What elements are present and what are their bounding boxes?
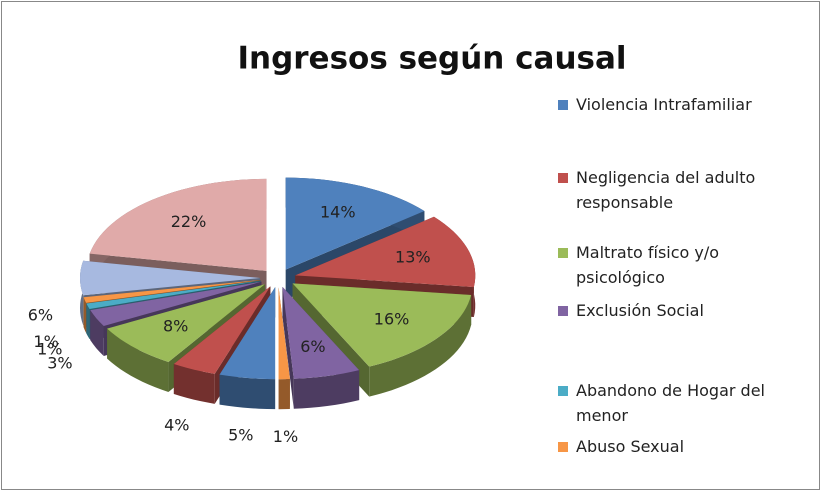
legend-label: Abandono de Hogar del menor (576, 381, 765, 425)
slice-top (83, 280, 261, 303)
data-label: 13% (395, 247, 431, 266)
slice-wall (278, 379, 290, 410)
data-label: 1% (37, 339, 62, 358)
slice-wall (369, 294, 472, 397)
legend-label: Maltrato físico y/o psicológico (576, 243, 720, 287)
legend-item: Exclusión Social (558, 298, 798, 323)
legend-label: Violencia Intrafamiliar (576, 95, 752, 114)
legend-swatch (558, 100, 568, 110)
slice-top (292, 283, 472, 367)
data-label: 1% (33, 332, 58, 351)
slice-wall (86, 303, 90, 339)
data-label: 16% (374, 310, 410, 329)
data-label: 14% (320, 203, 356, 222)
slice-top (89, 178, 267, 271)
pie-slice (282, 286, 360, 409)
slice-top (282, 286, 360, 379)
pie-slice (219, 287, 276, 410)
legend-swatch (558, 306, 568, 316)
data-label: 6% (300, 337, 325, 356)
legend-item: Abandono de Hogar del menor (558, 378, 798, 428)
slice-wall (219, 374, 276, 410)
slice-wall (173, 364, 215, 404)
legend-item: Maltrato físico y/o psicológico (558, 240, 798, 290)
data-label: 8% (163, 317, 188, 336)
legend-swatch (558, 386, 568, 396)
data-label: 1% (273, 427, 298, 446)
slice-top (285, 177, 425, 270)
slice-wall (90, 310, 104, 356)
data-label: 22% (171, 212, 207, 231)
chart-title: Ingresos según causal (237, 41, 626, 77)
legend-label: Negligencia del adulto responsable (576, 168, 756, 212)
slice-top (219, 287, 276, 380)
legend-item: Violencia Intrafamiliar (558, 92, 798, 117)
slice-top (173, 286, 271, 374)
slice-top (90, 281, 262, 326)
slice-top (86, 280, 261, 309)
legend-swatch (558, 442, 568, 452)
legend-item: Negligencia del adulto responsable (558, 165, 798, 215)
slice-wall (83, 297, 87, 333)
slice-wall (107, 328, 169, 392)
slice-top (295, 216, 476, 287)
slice-wall (293, 370, 360, 409)
slice-top (278, 287, 290, 380)
legend-label: Exclusión Social (576, 301, 704, 320)
legend-swatch (558, 173, 568, 183)
data-label: 3% (47, 354, 72, 373)
legend-swatch (558, 248, 568, 258)
pie-slice (278, 287, 290, 410)
slice-top (107, 284, 265, 362)
legend-label: Abuso Sexual (576, 437, 685, 456)
data-label: 5% (228, 425, 253, 444)
data-label: 4% (164, 415, 189, 434)
legend-item: Abuso Sexual (558, 434, 798, 459)
slice-top (80, 260, 260, 296)
slice-side (282, 286, 294, 409)
data-label: 6% (28, 306, 53, 325)
